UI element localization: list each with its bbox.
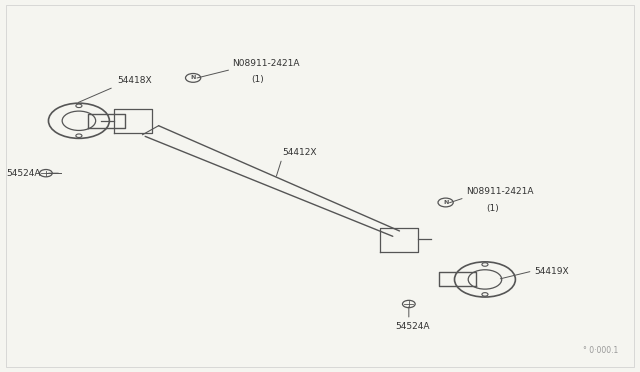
Text: 54418X: 54418X (117, 76, 152, 85)
Text: N: N (191, 76, 196, 80)
Text: ° 0·000.1: ° 0·000.1 (583, 346, 618, 355)
Text: N08911-2421A: N08911-2421A (232, 59, 300, 68)
Text: 54419X: 54419X (534, 266, 569, 276)
Text: N08911-2421A: N08911-2421A (466, 187, 533, 196)
Text: 54524A: 54524A (6, 169, 40, 178)
Text: (1): (1) (486, 203, 499, 212)
Text: (1): (1) (252, 75, 264, 84)
Text: 54524A: 54524A (395, 321, 429, 331)
Text: N: N (443, 200, 448, 205)
Text: 54412X: 54412X (282, 148, 316, 157)
